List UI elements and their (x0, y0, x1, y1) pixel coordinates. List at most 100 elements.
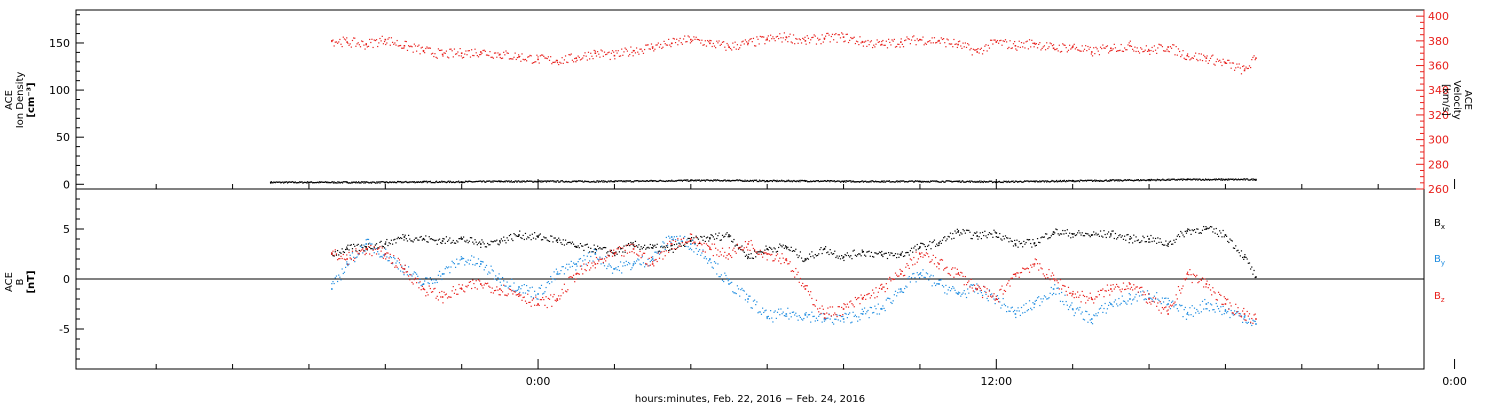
by-series-dot (334, 277, 336, 279)
velocity-series-dot (566, 61, 568, 63)
velocity-series-dot (404, 40, 406, 42)
bx-series-dot (720, 239, 722, 241)
bz-series-dot (607, 254, 609, 256)
density-series-dot (309, 182, 311, 184)
bz-series-dot (622, 247, 624, 249)
bz-series-dot (805, 285, 807, 287)
bz-series-dot (537, 304, 539, 306)
bx-series-dot (626, 244, 629, 246)
bz-series-dot (1251, 317, 1253, 320)
velocity-series-dot (831, 33, 834, 35)
bx-series-point (747, 256, 749, 258)
bz-series-dot (408, 275, 410, 277)
bz-series-dot (1207, 287, 1209, 289)
velocity-series-dot (580, 58, 583, 60)
bx-series-dot (849, 256, 851, 258)
by-series-dot (465, 260, 467, 262)
velocity-series-dot (374, 39, 376, 42)
bx-series-dot (1083, 235, 1086, 237)
density-series-dot (326, 181, 328, 183)
bz-series-dot (743, 247, 745, 249)
bx-series-dot (1140, 241, 1142, 243)
by-series-point (1224, 310, 1227, 312)
by-series-dot (861, 308, 863, 310)
density-series-dot (303, 181, 305, 183)
bz-series-dot (347, 263, 349, 265)
velocity-series-dot (804, 36, 806, 38)
by-series-dot (674, 239, 677, 241)
bx-series-dot (783, 247, 785, 249)
bz-series-point (1033, 263, 1036, 265)
density-series-dot (410, 181, 412, 183)
bx-series-dot (350, 244, 352, 246)
by-series-dot (854, 314, 856, 316)
density-series-dot (1127, 179, 1130, 181)
bx-series-dot (1032, 238, 1034, 241)
density-series-dot (887, 180, 889, 182)
density-series-dot (779, 180, 781, 182)
density-series-dot (1229, 178, 1231, 180)
by-series-dot (692, 239, 694, 241)
bz-series-dot (858, 297, 860, 299)
bx-series-dot (682, 244, 685, 246)
velocity-series-dot (1043, 45, 1046, 47)
velocity-series-dot (799, 39, 802, 41)
by-series-dot (1040, 298, 1042, 300)
by-series-dot (1099, 307, 1102, 309)
density-series-dot (414, 182, 416, 184)
bz-series-dot (570, 276, 572, 278)
by-series-dot (700, 254, 702, 256)
bx-series-dot (743, 251, 745, 253)
by-series-dot (617, 266, 619, 268)
velocity-series-dot (1015, 48, 1017, 50)
bx-series-dot (570, 243, 572, 245)
x-axis-title: hours:minutes, Feb. 22, 2016 − Feb. 24, … (634, 394, 866, 405)
by-series-dot (850, 322, 852, 324)
bz-series-dot (933, 263, 936, 265)
density-series-dot (788, 180, 790, 182)
bx-series-dot (521, 237, 523, 240)
by-series-dot (926, 273, 929, 275)
bx-series-dot (339, 251, 341, 253)
bz-series-dot (863, 294, 866, 297)
bx-series-dot (1026, 238, 1028, 241)
density-series-dot (688, 180, 690, 182)
bx-series-dot (469, 237, 472, 239)
density-series-dot (985, 181, 987, 183)
density-series-dot (354, 181, 356, 183)
by-series-dot (421, 284, 423, 286)
bz-series-dot (335, 253, 338, 255)
by-series-dot (446, 267, 449, 269)
density-series-dot (1204, 178, 1207, 180)
bx-series-dot (362, 246, 364, 249)
by-series-dot (660, 251, 662, 253)
velocity-series-dot (908, 38, 910, 40)
density-series-dot (1140, 179, 1143, 182)
density-series-dot (1116, 179, 1118, 181)
density-series-dot (442, 181, 444, 183)
bx-series-dot (1035, 244, 1038, 246)
density-series-dot (404, 181, 406, 183)
by-series-dot (598, 259, 600, 261)
by-series-dot (1154, 298, 1157, 300)
bx-series-dot (490, 240, 492, 242)
velocity-series-dot (1203, 54, 1205, 56)
by-series-dot (1111, 304, 1113, 306)
bz-series-dot (733, 247, 735, 249)
bz-series-dot (717, 249, 719, 251)
bx-series-dot (780, 244, 782, 247)
density-series-dot (1245, 178, 1247, 180)
density-series-dot (1232, 178, 1234, 180)
by-series-dot (975, 288, 977, 290)
density-series-dot (1092, 180, 1094, 182)
bz-series-dot (1248, 313, 1251, 315)
bz-series-dot (343, 258, 346, 260)
velocity-series-dot (492, 57, 494, 59)
bx-series-dot (403, 239, 405, 241)
bz-series-dot (1233, 314, 1236, 316)
density-series-dot (1007, 181, 1009, 183)
by-series-dot (532, 297, 535, 299)
bx-series-dot (422, 237, 425, 240)
bz-series-dot (884, 291, 886, 293)
by-series-dot (818, 315, 820, 317)
